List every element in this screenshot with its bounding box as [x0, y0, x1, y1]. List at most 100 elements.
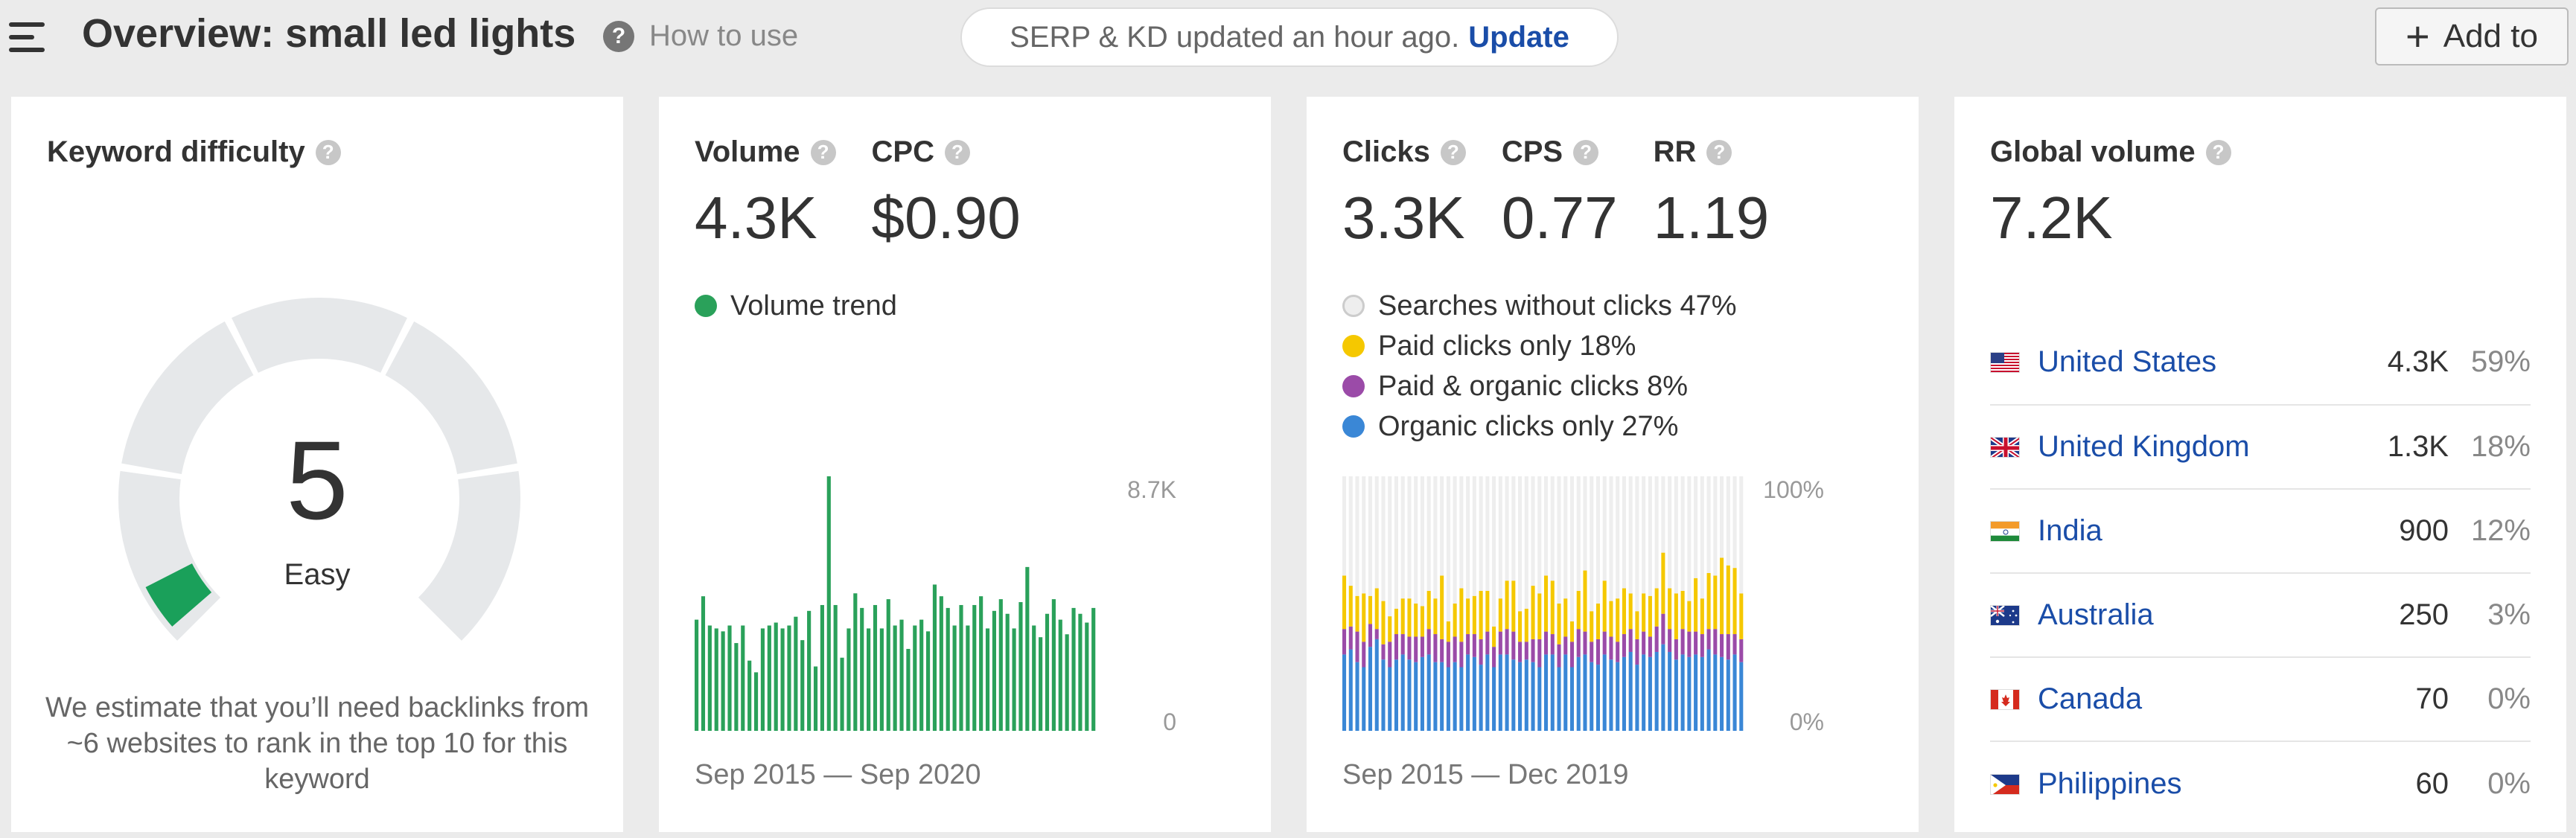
volume-bar[interactable] — [1005, 613, 1010, 731]
clicks-bar-segment[interactable] — [1440, 476, 1444, 576]
volume-bar[interactable] — [721, 631, 725, 731]
clicks-bar-segment[interactable] — [1407, 598, 1412, 637]
clicks-bar-segment[interactable] — [1466, 654, 1470, 731]
volume-bar[interactable] — [1051, 599, 1056, 731]
clicks-bar-segment[interactable] — [1700, 598, 1704, 635]
clicks-bar-segment[interactable] — [1472, 595, 1476, 635]
country-name-link[interactable]: Australia — [2038, 598, 2154, 631]
clicks-bar-segment[interactable] — [1706, 476, 1711, 573]
clicks-bar-segment[interactable] — [1492, 667, 1496, 732]
volume-bar[interactable] — [826, 476, 831, 731]
clicks-bar-segment[interactable] — [1524, 659, 1528, 731]
volume-bar[interactable] — [952, 625, 957, 731]
add-to-button[interactable]: + Add to — [2375, 7, 2569, 65]
clicks-bar-segment[interactable] — [1616, 598, 1620, 642]
clicks-bar-segment[interactable] — [1518, 642, 1523, 662]
clicks-bar-segment[interactable] — [1342, 575, 1347, 630]
clicks-bar-segment[interactable] — [1459, 476, 1464, 589]
clicks-bar-segment[interactable] — [1569, 621, 1575, 642]
clicks-bar-segment[interactable] — [1433, 598, 1438, 635]
clicks-bar-segment[interactable] — [1687, 631, 1692, 657]
clicks-bar-segment[interactable] — [1622, 588, 1626, 635]
clicks-bar-segment[interactable] — [1609, 601, 1613, 637]
clicks-bar-segment[interactable] — [1446, 667, 1450, 732]
clicks-bar-segment[interactable] — [1544, 575, 1549, 632]
clicks-bar-segment[interactable] — [1576, 656, 1581, 731]
clicks-bar-segment[interactable] — [1713, 654, 1718, 731]
help-icon[interactable]: ? — [944, 139, 970, 165]
clicks-bar-segment[interactable] — [1576, 590, 1581, 630]
clicks-bar-segment[interactable] — [1739, 476, 1744, 594]
clicks-bar-segment[interactable] — [1505, 629, 1509, 655]
clicks-bar-segment[interactable] — [1355, 476, 1359, 596]
clicks-bar-segment[interactable] — [1479, 590, 1483, 639]
clicks-bar-segment[interactable] — [1479, 639, 1483, 665]
clicks-bar-segment[interactable] — [1446, 621, 1450, 642]
clicks-bar-segment[interactable] — [1706, 649, 1711, 731]
clicks-bar-segment[interactable] — [1674, 593, 1678, 639]
volume-bar[interactable] — [787, 625, 791, 731]
clicks-bar-segment[interactable] — [1622, 476, 1626, 589]
clicks-bar-segment[interactable] — [1355, 595, 1359, 632]
volume-bar[interactable] — [932, 584, 937, 731]
clicks-bar-segment[interactable] — [1544, 631, 1549, 655]
clicks-bar-segment[interactable] — [1472, 656, 1476, 731]
clicks-bar-segment[interactable] — [1628, 593, 1633, 630]
country-name-link[interactable]: United States — [2038, 345, 2217, 378]
volume-bar[interactable] — [1078, 613, 1083, 731]
clicks-bar-segment[interactable] — [1505, 654, 1509, 731]
volume-bar[interactable] — [1071, 607, 1076, 731]
clicks-bar-segment[interactable] — [1648, 636, 1652, 657]
clicks-bar-segment[interactable] — [1400, 598, 1405, 635]
clicks-bar-segment[interactable] — [1609, 636, 1613, 660]
clicks-bar-segment[interactable] — [1355, 662, 1359, 731]
clicks-bar-segment[interactable] — [1505, 580, 1509, 630]
clicks-bar-segment[interactable] — [1362, 593, 1366, 642]
clicks-bar-segment[interactable] — [1557, 667, 1561, 732]
clicks-bar-segment[interactable] — [1616, 476, 1620, 599]
clicks-bar-segment[interactable] — [1700, 476, 1704, 599]
clicks-bar-segment[interactable] — [1550, 476, 1555, 581]
clicks-bar-segment[interactable] — [1563, 636, 1568, 655]
volume-bar[interactable] — [1039, 637, 1043, 731]
volume-bar[interactable] — [741, 625, 745, 731]
clicks-bar-segment[interactable] — [1348, 476, 1353, 586]
volume-bar[interactable] — [853, 593, 858, 731]
volume-bar[interactable] — [972, 604, 977, 731]
clicks-bar-segment[interactable] — [1426, 476, 1431, 591]
clicks-bar-segment[interactable] — [1648, 595, 1652, 637]
volume-bar[interactable] — [906, 648, 911, 731]
volume-bar[interactable] — [959, 604, 963, 731]
clicks-bar-segment[interactable] — [1374, 476, 1379, 589]
volume-bar[interactable] — [939, 596, 943, 731]
clicks-bar-segment[interactable] — [1668, 651, 1672, 731]
clicks-bar-segment[interactable] — [1368, 595, 1373, 624]
clicks-bar-segment[interactable] — [1414, 476, 1418, 604]
volume-bar[interactable] — [727, 625, 732, 731]
menu-icon[interactable] — [9, 22, 46, 52]
clicks-bar-segment[interactable] — [1739, 639, 1744, 662]
clicks-bar-segment[interactable] — [1531, 586, 1535, 639]
volume-bar[interactable] — [1012, 628, 1016, 731]
clicks-bar-segment[interactable] — [1544, 476, 1549, 576]
country-name-link[interactable]: Philippines — [2038, 767, 2182, 800]
volume-bar[interactable] — [867, 628, 871, 731]
help-icon[interactable]: ? — [810, 139, 836, 165]
clicks-bar-segment[interactable] — [1537, 667, 1542, 732]
clicks-bar-segment[interactable] — [1635, 639, 1639, 665]
clicks-bar-segment[interactable] — [1706, 629, 1711, 650]
volume-bar[interactable] — [840, 657, 844, 731]
volume-bar[interactable] — [998, 599, 1003, 731]
clicks-bar-segment[interactable] — [1628, 629, 1633, 652]
clicks-bar-segment[interactable] — [1694, 654, 1698, 731]
volume-bar[interactable] — [899, 619, 904, 731]
volume-bar[interactable] — [753, 672, 759, 731]
clicks-bar-segment[interactable] — [1726, 476, 1730, 566]
clicks-bar-segment[interactable] — [1492, 626, 1496, 647]
clicks-bar-segment[interactable] — [1426, 629, 1431, 655]
clicks-bar-segment[interactable] — [1720, 656, 1724, 731]
clicks-bar-segment[interactable] — [1590, 476, 1594, 612]
clicks-bar-segment[interactable] — [1628, 476, 1633, 594]
clicks-bar-segment[interactable] — [1590, 611, 1594, 642]
clicks-bar-segment[interactable] — [1602, 476, 1607, 581]
